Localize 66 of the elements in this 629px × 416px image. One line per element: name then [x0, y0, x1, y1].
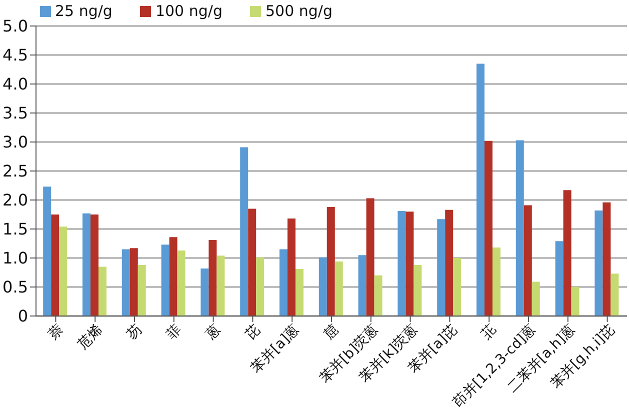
legend-label: 500 ng/g — [265, 2, 332, 20]
bar — [445, 210, 454, 316]
bar — [516, 140, 524, 316]
bar — [82, 213, 90, 316]
bar — [602, 202, 611, 316]
x-tick-label: 芴 — [124, 322, 146, 343]
legend-label: 100 ng/g — [155, 2, 222, 20]
bar — [240, 147, 248, 316]
bar — [406, 212, 414, 316]
y-tick-label: 1.5 — [2, 220, 28, 239]
y-tick-label: 3.5 — [2, 104, 28, 123]
legend-label: 25 ng/g — [55, 2, 112, 20]
bar — [130, 248, 138, 316]
bar — [161, 244, 170, 316]
bar — [476, 64, 484, 316]
y-tick-label: 2.0 — [2, 190, 28, 210]
bar — [532, 282, 540, 316]
bar — [366, 198, 374, 316]
bar — [326, 206, 335, 316]
bar — [484, 140, 492, 316]
x-tick-label: 萘 — [45, 322, 67, 343]
bar — [437, 219, 446, 316]
bar — [90, 214, 98, 316]
bar — [43, 186, 52, 316]
bar — [492, 248, 500, 316]
bar — [398, 211, 406, 316]
x-tick-label: 苊烯 — [74, 322, 106, 353]
bar — [279, 249, 288, 316]
y-tick-label: 3.0 — [2, 132, 28, 152]
bar — [248, 208, 256, 316]
x-tick-label: 芘 — [242, 322, 264, 343]
bar — [610, 274, 619, 316]
bar — [563, 190, 572, 316]
bar — [414, 264, 422, 316]
y-tick-label: 4.5 — [2, 46, 28, 65]
bar — [169, 237, 178, 316]
x-tick-label: 蒽 — [202, 322, 224, 343]
bar — [374, 275, 382, 316]
x-tick-label: 菲 — [164, 322, 185, 343]
bar — [98, 266, 106, 316]
bar — [200, 268, 209, 316]
y-tick-label: 1.0 — [2, 248, 28, 268]
bar — [318, 257, 327, 316]
bar — [524, 205, 532, 316]
bar — [334, 261, 343, 316]
bar — [177, 250, 186, 316]
y-tick-label: 2.5 — [2, 162, 28, 181]
bar — [358, 255, 366, 316]
bar — [138, 264, 146, 316]
bar — [295, 269, 304, 316]
bar — [59, 226, 68, 316]
bar — [594, 210, 603, 316]
y-tick-label: 5.0 — [2, 16, 28, 36]
bar — [453, 258, 462, 316]
bar — [216, 256, 225, 316]
y-tick-label: 0.5 — [2, 278, 28, 297]
y-tick-label: 4.0 — [2, 74, 28, 94]
y-tick-label: 0 — [18, 306, 28, 326]
bar — [208, 240, 217, 316]
bar — [555, 241, 564, 316]
bar — [571, 287, 580, 316]
bar — [256, 257, 264, 316]
bar — [122, 249, 130, 316]
bar — [287, 218, 296, 316]
bar — [51, 214, 60, 316]
x-tick-label: 䓛 — [321, 322, 342, 343]
